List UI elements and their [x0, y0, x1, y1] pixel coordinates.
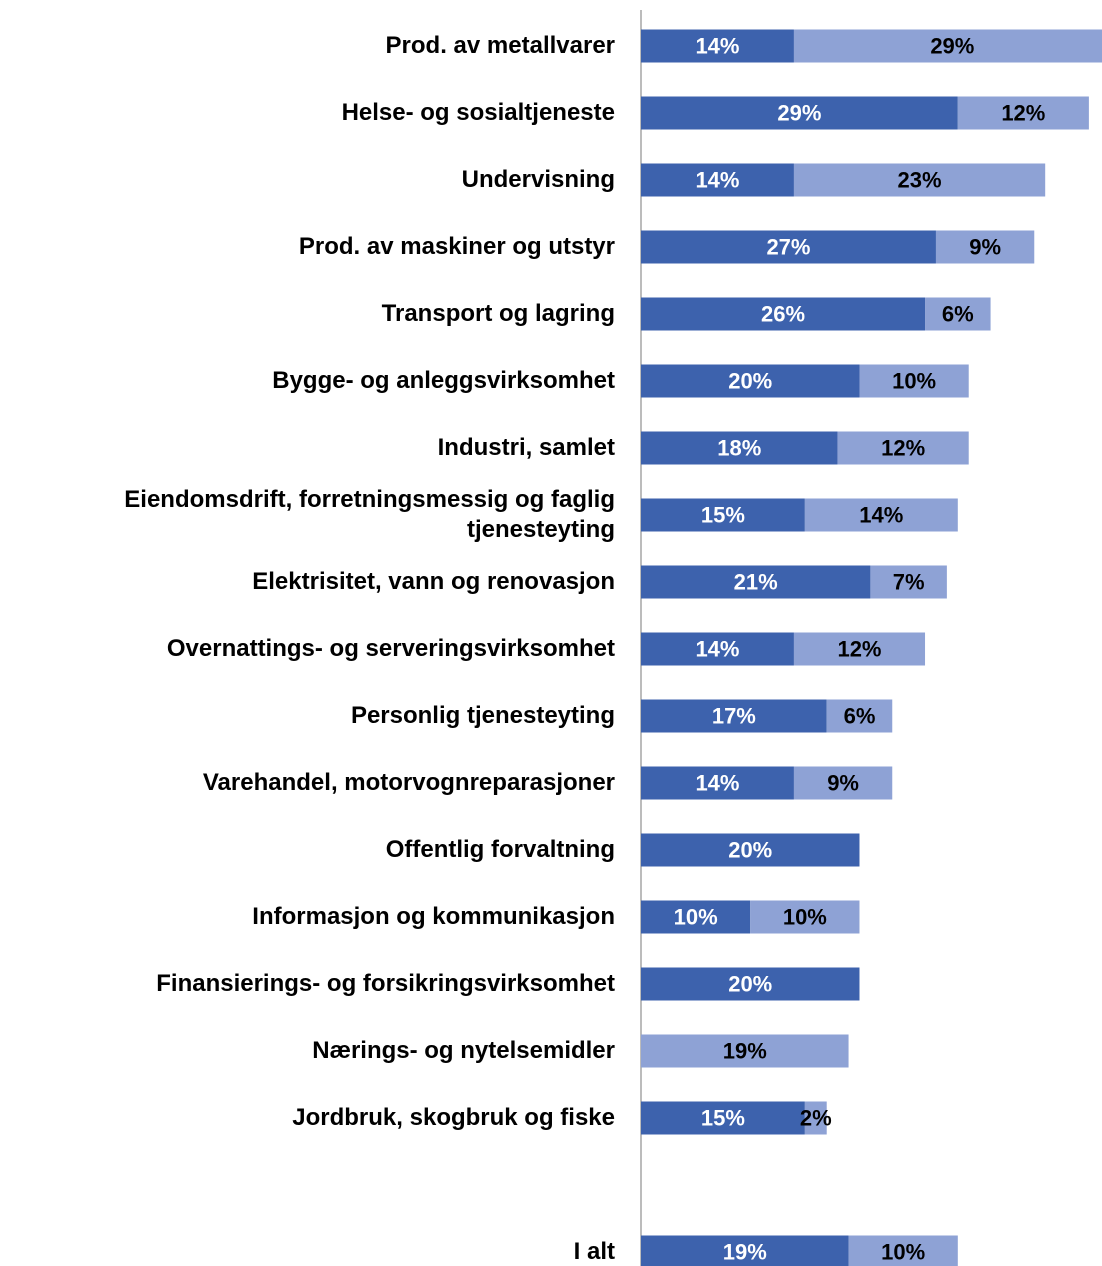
- category-label: Bygge- og anleggsvirksomhet: [272, 367, 615, 394]
- bar-segment: [641, 431, 838, 465]
- bar-segment: [641, 565, 871, 599]
- value-label: 14%: [695, 637, 739, 662]
- category-label: Transport og lagring: [381, 300, 615, 327]
- bar-segment: [848, 1235, 958, 1266]
- bar-segment: [641, 1034, 849, 1068]
- value-label: 10%: [881, 1240, 925, 1265]
- category-label: Informasjon og kommunikasjon: [252, 903, 615, 930]
- bar-segment: [804, 498, 958, 532]
- category-label: Offentlig forvaltning: [385, 836, 615, 863]
- value-label: 10%: [783, 905, 827, 930]
- bar-segment: [641, 766, 794, 800]
- bar-segment: [793, 163, 1046, 197]
- category-label: I alt: [573, 1238, 615, 1265]
- value-label: 27%: [766, 235, 810, 260]
- bar-segment: [826, 699, 893, 733]
- category-label: Personlig tjenesteyting: [350, 702, 615, 729]
- category-label: Helse- og sosialtjeneste: [341, 99, 615, 126]
- bar-segment: [641, 632, 794, 666]
- bar-segment: [641, 163, 794, 197]
- value-label: 14%: [695, 168, 739, 193]
- value-label: 15%: [701, 503, 745, 528]
- bar-segment: [837, 431, 969, 465]
- value-label: 12%: [1001, 101, 1045, 126]
- value-label: 17%: [712, 704, 756, 729]
- bar-segment: [935, 230, 1035, 264]
- bar-segment: [793, 29, 1102, 63]
- value-label: 18%: [717, 436, 761, 461]
- bar-segment: [641, 96, 958, 130]
- bar-segment: [641, 29, 794, 63]
- bar-segment: [641, 498, 805, 532]
- value-label: 6%: [844, 704, 876, 729]
- category-label: Nærings- og nytelsemidler: [312, 1037, 615, 1064]
- value-label: 29%: [930, 34, 974, 59]
- value-label: 6%: [942, 302, 974, 327]
- value-label: 21%: [734, 570, 778, 595]
- bar-segment: [859, 364, 969, 398]
- value-label: 20%: [728, 838, 772, 863]
- bar-segment: [793, 766, 893, 800]
- bar-segment: [750, 900, 860, 934]
- value-label: 9%: [827, 771, 859, 796]
- bar-segment: [641, 900, 751, 934]
- value-label: 12%: [837, 637, 881, 662]
- bar-segment: [793, 632, 926, 666]
- bar-segment: [804, 1101, 827, 1135]
- category-label: Eiendomsdrift, forretningsmessig og fagl…: [124, 486, 615, 543]
- value-label: 2%: [800, 1106, 832, 1131]
- category-label: Industri, samlet: [437, 434, 615, 461]
- value-label: 26%: [761, 302, 805, 327]
- value-label: 20%: [728, 972, 772, 997]
- category-label: Overnattings- og serveringsvirksomhet: [166, 635, 615, 662]
- bar-segment: [925, 297, 991, 331]
- value-label: 23%: [898, 168, 942, 193]
- value-label: 9%: [969, 235, 1001, 260]
- bar-segment: [641, 364, 860, 398]
- bar-segment: [641, 1235, 849, 1266]
- value-label: 14%: [695, 771, 739, 796]
- bar-segment: [641, 230, 936, 264]
- category-label: Jordbruk, skogbruk og fiske: [292, 1104, 615, 1131]
- value-label: 19%: [723, 1039, 767, 1064]
- bar-segment: [641, 1101, 805, 1135]
- value-label: 15%: [701, 1106, 745, 1131]
- category-label: Prod. av metallvarer: [385, 32, 615, 59]
- category-label: Finansierings- og forsikringsvirksomhet: [156, 970, 615, 997]
- value-label: 19%: [723, 1240, 767, 1265]
- value-label: 29%: [777, 101, 821, 126]
- value-label: 12%: [881, 436, 925, 461]
- bar-segment: [641, 967, 860, 1001]
- bar-segment: [641, 699, 827, 733]
- value-label: 7%: [893, 570, 925, 595]
- value-label: 20%: [728, 369, 772, 394]
- bar-segment: [870, 565, 947, 599]
- bar-segment: [641, 833, 860, 867]
- value-label: 10%: [674, 905, 718, 930]
- category-label: Undervisning: [461, 166, 615, 193]
- bar-segment: [641, 297, 926, 331]
- bar-segment: [957, 96, 1089, 130]
- category-label: Prod. av maskiner og utstyr: [298, 233, 615, 260]
- category-label: Varehandel, motorvognreparasjoner: [202, 769, 615, 796]
- value-label: 14%: [695, 34, 739, 59]
- value-label: 14%: [859, 503, 903, 528]
- category-label: Elektrisitet, vann og renovasjon: [252, 568, 615, 595]
- value-label: 10%: [892, 369, 936, 394]
